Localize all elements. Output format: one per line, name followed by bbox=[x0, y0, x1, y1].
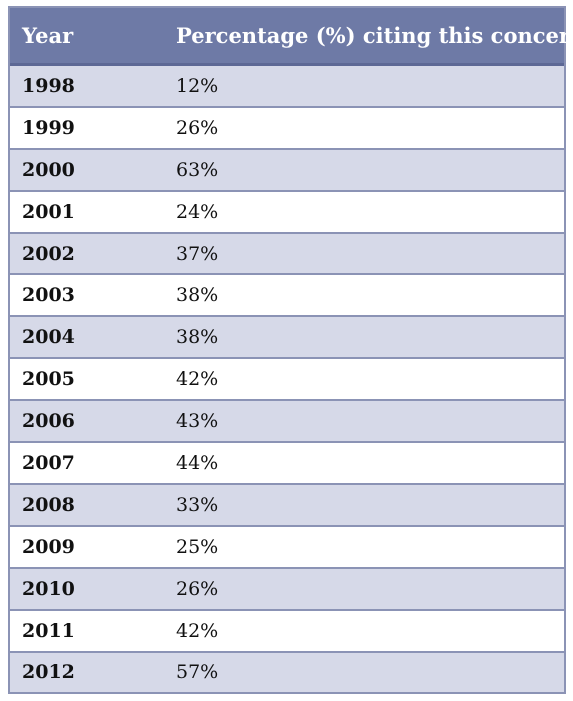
table-row: 2004 38% bbox=[10, 316, 564, 359]
year-cell: 1999 bbox=[22, 116, 75, 139]
data-table: Year Percentage (%) citing this concern … bbox=[10, 8, 573, 692]
table-row: 2000 63% bbox=[10, 148, 564, 191]
table-row: 2008 33% bbox=[10, 484, 564, 527]
table-row: 2003 38% bbox=[10, 274, 564, 317]
year-cell: 2011 bbox=[22, 619, 75, 642]
data-table-container: Year Percentage (%) citing this concern … bbox=[8, 6, 573, 694]
year-cell: 2008 bbox=[22, 494, 75, 517]
year-column-header: Year bbox=[10, 8, 166, 66]
header-row: Year Percentage (%) citing this concern bbox=[10, 8, 573, 66]
table-row: 2009 25% bbox=[10, 526, 564, 568]
year-cell: 1998 bbox=[22, 74, 75, 97]
year-cell: 2006 bbox=[22, 410, 75, 433]
percentage-cell: 63% bbox=[176, 158, 219, 181]
year-cell: 2000 bbox=[22, 158, 75, 181]
percentage-cell: 42% bbox=[176, 619, 219, 642]
percentage-cell: 25% bbox=[176, 535, 219, 558]
percentage-cell: 44% bbox=[176, 452, 219, 475]
percentage-cell: 38% bbox=[176, 284, 219, 307]
year-cell: 2009 bbox=[22, 535, 75, 558]
year-cell: 2010 bbox=[22, 577, 75, 600]
percentage-cell: 37% bbox=[176, 242, 219, 265]
year-cell: 2012 bbox=[22, 661, 75, 684]
table-row: 1998 12% bbox=[10, 64, 564, 107]
table-row: 2005 42% bbox=[10, 358, 564, 401]
year-cell: 2007 bbox=[22, 452, 75, 475]
table-row: 2007 44% bbox=[10, 442, 564, 485]
percentage-cell: 42% bbox=[176, 368, 219, 391]
table-row: 1999 26% bbox=[10, 106, 564, 149]
year-cell: 2002 bbox=[22, 242, 75, 265]
percentage-cell: 12% bbox=[176, 74, 219, 97]
percentage-cell: 38% bbox=[176, 326, 219, 349]
year-cell: 2001 bbox=[22, 200, 75, 223]
table-row: 2010 26% bbox=[10, 567, 564, 610]
percentage-column-header: Percentage (%) citing this concern bbox=[166, 8, 573, 66]
percentage-cell: 26% bbox=[176, 116, 219, 139]
table-row: 2012 57% bbox=[10, 651, 564, 692]
year-cell: 2005 bbox=[22, 368, 75, 391]
year-cell: 2004 bbox=[22, 326, 75, 349]
table-body: 1998 12% 1999 26% 2000 63% 2001 24% 2002 37% 2003 3… bbox=[10, 64, 564, 692]
table-row: 2011 42% bbox=[10, 609, 564, 652]
table-header: Year Percentage (%) citing this concern bbox=[10, 8, 573, 66]
table-row: 2001 24% bbox=[10, 190, 564, 233]
percentage-cell: 43% bbox=[176, 410, 219, 433]
percentage-cell: 33% bbox=[176, 494, 219, 517]
table-row: 2006 43% bbox=[10, 400, 564, 443]
percentage-cell: 26% bbox=[176, 577, 219, 600]
year-cell: 2003 bbox=[22, 284, 75, 307]
percentage-cell: 57% bbox=[176, 661, 219, 684]
table-row: 2002 37% bbox=[10, 232, 564, 275]
percentage-cell: 24% bbox=[176, 200, 219, 223]
